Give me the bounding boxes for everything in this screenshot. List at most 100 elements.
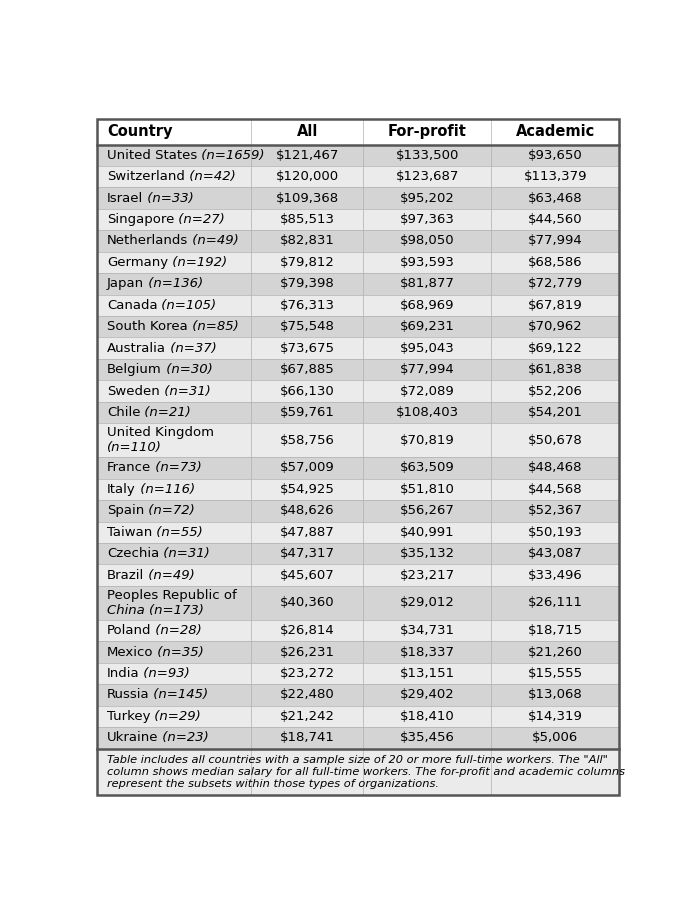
Bar xyxy=(97,662,619,684)
Text: Peoples Republic of: Peoples Republic of xyxy=(107,589,236,602)
Text: $72,779: $72,779 xyxy=(528,277,583,291)
Text: (n=72): (n=72) xyxy=(144,504,195,518)
Text: $47,317: $47,317 xyxy=(280,548,335,560)
Bar xyxy=(97,642,619,662)
Text: $58,756: $58,756 xyxy=(280,433,335,447)
Text: Brazil: Brazil xyxy=(107,568,144,582)
Text: $18,337: $18,337 xyxy=(400,645,455,659)
Bar xyxy=(97,359,619,380)
Bar xyxy=(97,479,619,500)
Text: France: France xyxy=(107,462,151,474)
Text: $56,267: $56,267 xyxy=(400,504,455,518)
Text: (n=21): (n=21) xyxy=(140,406,191,419)
Text: $13,068: $13,068 xyxy=(528,689,582,701)
Text: Spain: Spain xyxy=(107,504,144,518)
Text: $133,500: $133,500 xyxy=(396,148,459,162)
Text: Singapore: Singapore xyxy=(107,213,174,226)
Bar xyxy=(97,316,619,338)
Bar xyxy=(97,706,619,727)
Text: $47,887: $47,887 xyxy=(280,526,335,538)
Text: $50,193: $50,193 xyxy=(528,526,582,538)
Text: $82,831: $82,831 xyxy=(280,234,335,247)
Text: (n=110): (n=110) xyxy=(107,442,161,454)
Bar xyxy=(97,338,619,359)
Text: (n=28): (n=28) xyxy=(151,624,202,637)
Text: $18,741: $18,741 xyxy=(280,731,335,744)
Text: Taiwan: Taiwan xyxy=(107,526,152,538)
Text: $79,812: $79,812 xyxy=(280,256,335,269)
Text: $123,687: $123,687 xyxy=(396,170,459,183)
Text: (n=42): (n=42) xyxy=(185,170,236,183)
Bar xyxy=(97,380,619,402)
Text: $23,272: $23,272 xyxy=(280,667,335,680)
Text: (n=30): (n=30) xyxy=(161,363,212,376)
Text: Table includes all countries with a sample size of 20 or more full-time workers.: Table includes all countries with a samp… xyxy=(107,756,625,788)
Text: South Korea: South Korea xyxy=(107,320,187,333)
Text: $22,480: $22,480 xyxy=(280,689,335,701)
Text: $29,012: $29,012 xyxy=(400,596,455,609)
Text: (n=31): (n=31) xyxy=(159,385,210,397)
Text: Academic: Academic xyxy=(515,124,595,139)
Bar xyxy=(97,295,619,316)
Text: Switzerland: Switzerland xyxy=(107,170,185,183)
Text: (n=136): (n=136) xyxy=(144,277,203,291)
Bar xyxy=(97,273,619,295)
Text: Poland: Poland xyxy=(107,624,151,637)
Text: $59,761: $59,761 xyxy=(280,406,335,419)
Text: Turkey: Turkey xyxy=(107,710,150,723)
Text: $121,467: $121,467 xyxy=(275,148,339,162)
Bar xyxy=(97,145,619,166)
Bar xyxy=(97,565,619,586)
Text: (n=145): (n=145) xyxy=(150,689,208,701)
Text: $68,969: $68,969 xyxy=(400,299,454,312)
Text: (n=23): (n=23) xyxy=(158,731,209,744)
Text: Israel: Israel xyxy=(107,192,143,205)
Bar xyxy=(97,166,619,187)
Text: $98,050: $98,050 xyxy=(400,234,454,247)
Text: $26,231: $26,231 xyxy=(280,645,335,659)
Text: $67,819: $67,819 xyxy=(528,299,582,312)
Text: $43,087: $43,087 xyxy=(528,548,582,560)
Bar xyxy=(97,119,619,145)
Text: $72,089: $72,089 xyxy=(400,385,455,397)
Text: India: India xyxy=(107,667,139,680)
Text: United States: United States xyxy=(107,148,197,162)
Text: United Kingdom: United Kingdom xyxy=(107,426,214,439)
Text: $54,925: $54,925 xyxy=(280,483,335,496)
Text: $68,586: $68,586 xyxy=(528,256,582,269)
Text: (n=31): (n=31) xyxy=(159,548,210,560)
Bar xyxy=(97,748,619,795)
Bar xyxy=(97,209,619,230)
Text: $70,962: $70,962 xyxy=(528,320,582,333)
Text: $69,122: $69,122 xyxy=(528,342,582,355)
Text: (n=27): (n=27) xyxy=(174,213,225,226)
Text: $21,242: $21,242 xyxy=(280,710,335,723)
Text: Country: Country xyxy=(107,124,172,139)
Text: $45,607: $45,607 xyxy=(280,568,335,582)
Bar xyxy=(97,727,619,748)
Text: $113,379: $113,379 xyxy=(524,170,587,183)
Text: $66,130: $66,130 xyxy=(280,385,335,397)
Text: $13,151: $13,151 xyxy=(400,667,455,680)
Text: $26,814: $26,814 xyxy=(280,624,335,637)
Text: $97,363: $97,363 xyxy=(400,213,455,226)
Text: $35,132: $35,132 xyxy=(400,548,455,560)
Text: $44,568: $44,568 xyxy=(528,483,582,496)
Text: Netherlands: Netherlands xyxy=(107,234,188,247)
Text: Germany: Germany xyxy=(107,256,168,269)
Text: $69,231: $69,231 xyxy=(400,320,455,333)
Text: (n=33): (n=33) xyxy=(143,192,194,205)
Text: (n=37): (n=37) xyxy=(166,342,217,355)
Text: Japan: Japan xyxy=(107,277,144,291)
Bar xyxy=(97,230,619,252)
Text: $73,675: $73,675 xyxy=(280,342,335,355)
Text: $63,509: $63,509 xyxy=(400,462,455,474)
Bar xyxy=(97,402,619,424)
Bar xyxy=(97,586,619,620)
Text: $44,560: $44,560 xyxy=(528,213,582,226)
Text: $18,410: $18,410 xyxy=(400,710,455,723)
Text: $75,548: $75,548 xyxy=(280,320,335,333)
Text: $52,367: $52,367 xyxy=(528,504,583,518)
Text: Belgium: Belgium xyxy=(107,363,161,376)
Bar xyxy=(97,457,619,479)
